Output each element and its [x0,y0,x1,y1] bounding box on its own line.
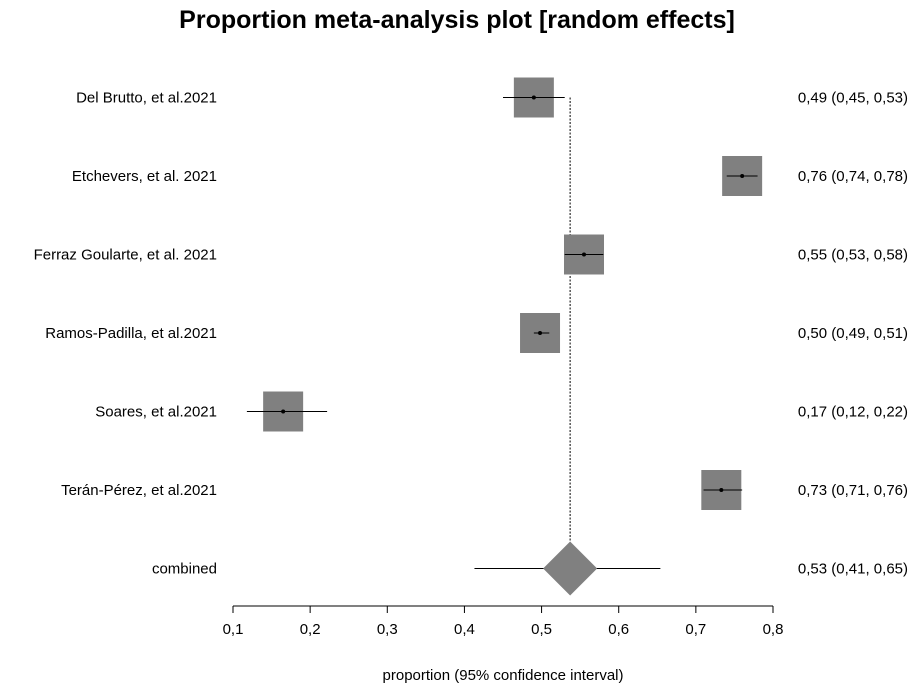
combined-diamond [543,541,598,596]
estimate-label: 0,50 (0,49, 0,51) [798,325,908,342]
x-tick-label: 0,6 [608,621,629,638]
x-tick-label: 0,3 [377,621,398,638]
estimate-label: 0,76 (0,74, 0,78) [798,168,908,185]
study-label: Etchevers, et al. 2021 [72,168,217,185]
estimate-label: 0,17 (0,12, 0,22) [798,404,908,421]
estimate-label: 0,55 (0,53, 0,58) [798,247,908,264]
x-axis-label: proportion (95% confidence interval) [382,667,624,684]
combined-label: combined [152,561,217,578]
x-tick-label: 0,1 [223,621,244,638]
study-point [719,488,724,492]
study-point [531,95,536,100]
combined-estimate-label: 0,53 (0,41, 0,65) [798,561,908,578]
study-label: Ramos-Padilla, et al.2021 [45,325,217,342]
study-point [538,331,543,335]
x-tick-label: 0,2 [300,621,321,638]
study-point [582,252,586,257]
x-tick-label: 0,4 [454,621,475,638]
study-label: Soares, et al.2021 [95,404,217,421]
x-tick-label: 0,8 [763,621,784,638]
study-label: Terán-Pérez, et al.2021 [61,482,217,499]
x-tick-label: 0,5 [531,621,552,638]
study-point [281,409,286,414]
x-tick-label: 0,7 [685,621,706,638]
study-label: Ferraz Goularte, et al. 2021 [34,247,217,264]
study-label: Del Brutto, et al.2021 [76,90,217,107]
estimate-label: 0,49 (0,45, 0,53) [798,90,908,107]
estimate-label: 0,73 (0,71, 0,76) [798,482,908,499]
chart-title: Proportion meta-analysis plot [random ef… [179,6,735,34]
study-point [740,174,745,178]
